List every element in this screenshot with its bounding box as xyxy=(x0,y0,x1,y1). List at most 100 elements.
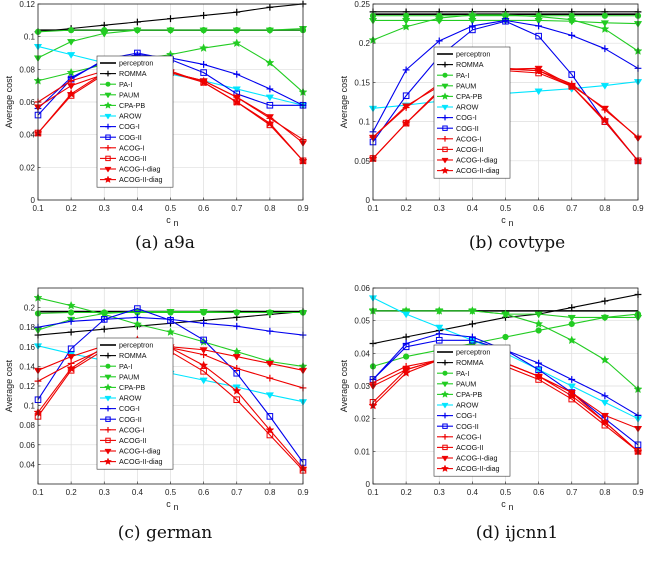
legend-entry-label: PAUM xyxy=(456,379,476,388)
data-point xyxy=(401,103,411,111)
y-axis-label: Average cost xyxy=(339,75,349,128)
legend-entry-label: COG-II xyxy=(456,422,479,431)
y-tick-label: 0.25 xyxy=(354,0,370,9)
x-tick-label: 0.9 xyxy=(632,488,644,497)
legend-box xyxy=(96,337,174,470)
legend-marker xyxy=(442,136,448,142)
legend-entry-label: ROMMA xyxy=(456,358,484,367)
legend-marker xyxy=(105,352,111,359)
data-point xyxy=(266,3,274,11)
data-point xyxy=(601,392,609,400)
data-point xyxy=(401,118,411,127)
data-point xyxy=(601,45,609,53)
data-point xyxy=(265,360,275,368)
data-point xyxy=(233,8,241,16)
data-point xyxy=(600,24,610,33)
legend-marker xyxy=(104,395,112,402)
data-point xyxy=(199,309,208,316)
data-point xyxy=(232,386,242,395)
y-tick-label: 0.1 xyxy=(24,33,36,42)
data-point xyxy=(199,27,208,35)
data-point xyxy=(66,52,76,59)
data-point xyxy=(534,65,544,75)
data-point xyxy=(600,314,610,322)
y-tick-label: 0.12 xyxy=(19,0,35,9)
legend-marker xyxy=(105,145,111,151)
legend-marker xyxy=(442,434,448,440)
legend-entry-label: AROW xyxy=(456,401,479,410)
legend-entry-label: perceptron xyxy=(456,50,490,59)
legend-entry-label: AROW xyxy=(119,112,142,121)
legend-entry-label: ACOG-II xyxy=(456,443,484,452)
data-point xyxy=(434,13,444,22)
x-tick-label: 0.8 xyxy=(264,488,276,497)
legend-entry-label: PA-I xyxy=(456,71,469,80)
legend-entry-label: ACOG-II-diag xyxy=(119,457,163,466)
legend-marker xyxy=(442,423,448,429)
legend-entry-label: CPA-PB xyxy=(119,101,145,110)
x-axis-label: c xyxy=(501,499,506,509)
legend-marker xyxy=(104,113,112,120)
data-point xyxy=(568,320,575,328)
x-axis-label-subscript: n xyxy=(509,502,514,512)
x-tick-label: 0.3 xyxy=(434,488,446,497)
data-point xyxy=(600,105,610,113)
y-tick-label: 0.1 xyxy=(359,118,371,127)
chart-panel-2: 0.1 0.2 0.3 0.4 0.5 0.6 0.7 0.8 0.9 0 0.05 0.1 0.15 0… xyxy=(339,0,644,253)
data-point xyxy=(435,324,444,332)
data-point xyxy=(200,69,207,76)
x-tick-label: 0.1 xyxy=(32,204,44,213)
legend-entry-label: ACOG-II-diag xyxy=(456,464,500,473)
legend-marker xyxy=(104,92,112,99)
legend-entry-label: ACOG-I-diag xyxy=(456,156,498,165)
data-point xyxy=(535,22,543,30)
data-point xyxy=(467,306,477,315)
data-point xyxy=(199,43,209,52)
x-tick-label: 0.6 xyxy=(198,488,210,497)
data-point xyxy=(100,30,109,38)
data-point xyxy=(567,391,577,400)
data-point xyxy=(435,336,443,344)
legend-entry-label: ROMMA xyxy=(119,351,147,360)
chart-panel-3: 0.1 0.2 0.3 0.4 0.5 0.6 0.7 0.8 0.9 0.04 0.06 0.08 0… xyxy=(4,287,309,543)
legend-marker xyxy=(442,114,448,121)
data-point xyxy=(567,335,577,345)
data-point xyxy=(568,376,576,383)
x-tick-label: 0.9 xyxy=(632,204,644,213)
y-tick-label: 0.02 xyxy=(19,163,35,172)
data-point xyxy=(568,71,576,78)
legend-marker xyxy=(105,134,111,140)
data-point xyxy=(166,309,175,316)
x-tick-label: 0.4 xyxy=(132,488,144,497)
y-tick-label: 0.05 xyxy=(354,317,370,326)
data-point xyxy=(133,314,141,321)
y-tick-label: 0.04 xyxy=(19,131,35,140)
y-tick-label: 0.06 xyxy=(19,441,35,450)
data-point xyxy=(167,15,174,23)
data-point xyxy=(600,417,610,426)
x-tick-label: 0.4 xyxy=(467,488,479,497)
data-point xyxy=(535,359,543,367)
legend-marker xyxy=(104,383,112,391)
chart-panel-1: 0.1 0.2 0.3 0.4 0.5 0.6 0.7 0.8 0.9 0 0.02 0.04 0.06… xyxy=(4,0,309,253)
y-tick-label: 0.12 xyxy=(19,382,35,391)
legend-marker xyxy=(105,405,111,412)
y-tick-label: 0.06 xyxy=(354,284,370,293)
legend-marker xyxy=(441,166,449,174)
x-tick-label: 0.4 xyxy=(132,204,144,213)
x-axis-label: c xyxy=(501,215,506,225)
data-point xyxy=(265,425,275,434)
legend-entry-label: COG-I xyxy=(456,113,477,122)
data-point xyxy=(66,300,76,310)
x-tick-label: 0.9 xyxy=(297,204,309,213)
x-axis-label-subscript: n xyxy=(509,218,514,228)
legend-marker xyxy=(442,370,448,376)
data-point xyxy=(266,85,274,93)
data-point xyxy=(265,94,275,102)
panel-caption: (a) a9a xyxy=(135,233,195,253)
legend-marker xyxy=(441,92,449,100)
data-point xyxy=(233,70,241,78)
legend-entry-label: PA-I xyxy=(456,369,469,378)
data-point xyxy=(535,32,542,40)
